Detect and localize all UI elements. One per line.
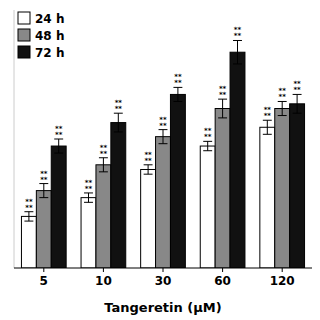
bar-annotation: **** <box>100 144 108 158</box>
error-bar <box>278 101 287 115</box>
bar <box>275 109 290 268</box>
annotations: **** **** **** **** **** **** **** **** **** ****… <box>25 26 301 211</box>
bar <box>156 137 171 268</box>
bar-annotation: **** <box>40 170 48 184</box>
x-tick <box>43 268 44 272</box>
legend: 24 h 48 h 72 h <box>18 12 64 60</box>
x-axis-label: Tangeretin (μM) <box>104 300 221 315</box>
bar-annotation: **** <box>115 99 123 113</box>
bar <box>230 52 245 268</box>
x-tick <box>103 268 104 272</box>
bar <box>260 127 275 268</box>
x-tick <box>282 268 283 272</box>
error-bar <box>54 139 63 153</box>
bar-annotation: **** <box>159 116 167 130</box>
plot-area <box>21 40 304 268</box>
bar <box>81 198 96 268</box>
bar <box>200 146 215 268</box>
bar <box>141 169 156 268</box>
bar-annotation: **** <box>293 80 301 94</box>
error-bar <box>203 141 212 150</box>
x-tick-label: 10 <box>95 274 112 288</box>
legend-swatch <box>18 46 30 58</box>
bar-annotation: **** <box>55 125 63 139</box>
bar-annotation: **** <box>264 106 272 120</box>
error-bar <box>39 184 48 198</box>
bar-annotation: **** <box>174 73 182 87</box>
error-bar <box>84 193 93 202</box>
error-bar <box>233 40 242 63</box>
bar-annotation: **** <box>144 151 152 165</box>
x-tick <box>163 268 164 272</box>
bar-annotation: **** <box>204 127 212 141</box>
error-bar <box>114 113 123 132</box>
error-bar <box>218 99 227 118</box>
bar <box>215 109 230 268</box>
bar <box>290 104 305 268</box>
error-bar <box>173 87 182 101</box>
x-tick-label: 60 <box>214 274 231 288</box>
bar <box>96 165 111 268</box>
x-tick <box>222 268 223 272</box>
bar-annotation: **** <box>25 198 33 212</box>
legend-swatch <box>18 29 30 41</box>
bar-annotation: **** <box>234 26 242 40</box>
error-bar <box>24 212 33 221</box>
error-bar <box>263 120 272 134</box>
bar <box>36 191 51 268</box>
legend-swatch <box>18 12 30 24</box>
error-bar <box>99 158 108 172</box>
legend-label: 48 h <box>35 29 64 43</box>
bar <box>21 216 36 268</box>
bar <box>111 123 126 268</box>
bar-annotation: **** <box>279 87 287 101</box>
error-bar <box>144 165 153 174</box>
legend-label: 72 h <box>35 46 64 60</box>
y-axis-line <box>14 10 15 268</box>
x-tick-label: 5 <box>40 274 48 288</box>
bar-annotation: **** <box>219 85 227 99</box>
error-bar <box>159 130 168 144</box>
x-tick-label: 30 <box>155 274 172 288</box>
error-bar <box>293 94 302 113</box>
bar <box>51 146 66 268</box>
bar <box>170 94 185 268</box>
bar-annotation: **** <box>85 179 93 193</box>
legend-label: 24 h <box>35 12 64 26</box>
chart: **** **** **** **** **** **** **** **** **** ****… <box>0 0 320 320</box>
x-tick-label: 120 <box>270 274 295 288</box>
